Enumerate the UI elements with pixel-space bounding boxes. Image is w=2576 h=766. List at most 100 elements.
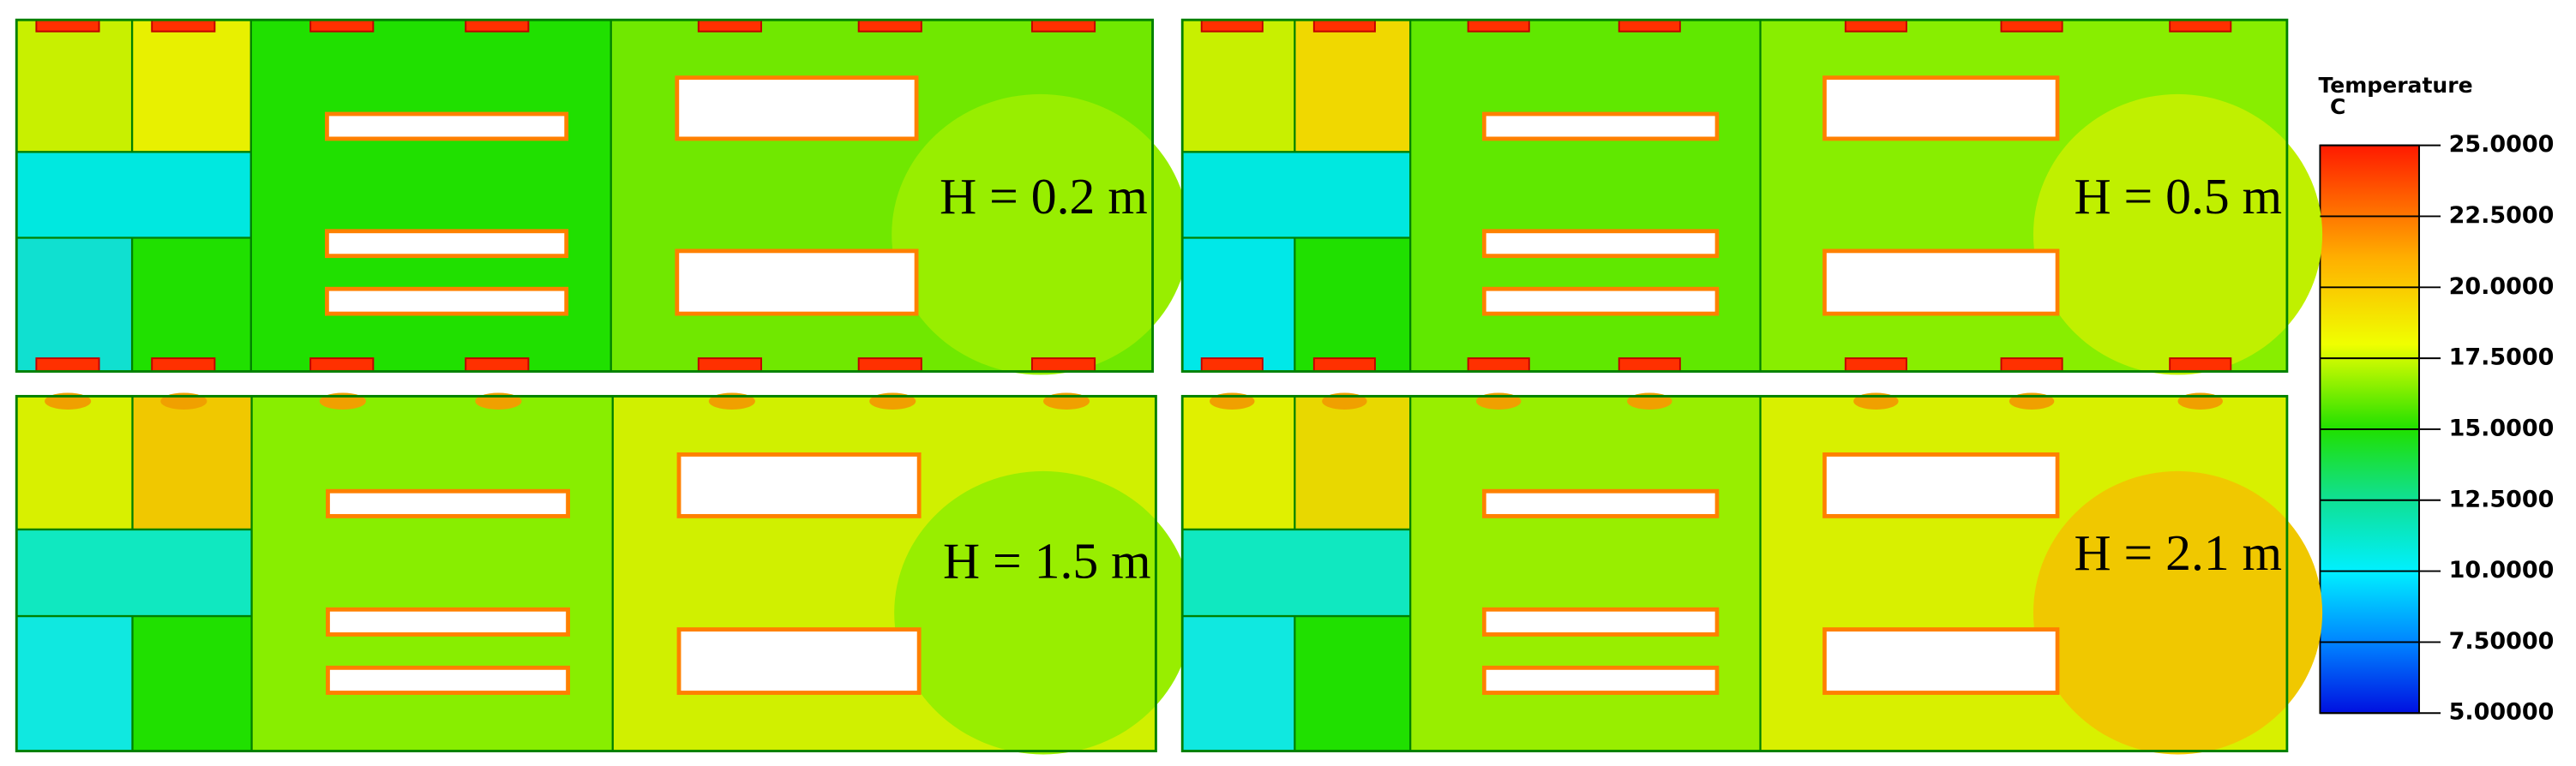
colorbar-tick-label: 10.0000: [2449, 557, 2555, 583]
panel-border: [1180, 394, 2289, 753]
heater: [309, 357, 375, 373]
panel-label: H = 0.2 m: [940, 168, 1148, 224]
heater: [857, 19, 922, 33]
room: [132, 396, 252, 530]
heater: [2000, 357, 2063, 373]
obstacle: [1822, 75, 2060, 141]
room: [1410, 20, 1761, 372]
heater: [1844, 19, 1907, 33]
room: [1294, 237, 1411, 372]
room: [251, 396, 613, 751]
room: [1294, 616, 1411, 751]
obstacle: [326, 665, 570, 695]
contour-panel: [15, 392, 1192, 755]
room: [16, 616, 133, 751]
panel-border: [15, 18, 1154, 373]
obstacle: [676, 627, 922, 695]
heater: [857, 357, 922, 373]
colorbar-tick-label: 17.5000: [2449, 344, 2555, 371]
obstacle: [1482, 229, 1720, 259]
obstacle: [1822, 627, 2060, 695]
heater: [35, 19, 100, 33]
panel-border: [1180, 18, 2289, 373]
heater: [309, 19, 375, 33]
room: [132, 20, 251, 153]
heater: [1467, 19, 1530, 33]
colorbar-tick-label: 20.0000: [2449, 273, 2555, 300]
obstacle: [676, 452, 922, 518]
heater: [151, 19, 216, 33]
room: [16, 20, 133, 153]
corridor: [16, 152, 251, 238]
obstacle: [675, 248, 919, 316]
heater: [151, 357, 216, 373]
panel-border: [15, 394, 1157, 753]
heater: [1312, 357, 1376, 373]
colorbar-tick-label: 25.0000: [2449, 131, 2555, 158]
room: [16, 237, 133, 372]
temperature-zone: [2033, 93, 2323, 375]
heater: [35, 357, 100, 373]
panel-label: H = 2.1 m: [2074, 524, 2282, 581]
colorbar-tick-label: 15.0000: [2449, 415, 2555, 441]
obstacle: [1482, 286, 1720, 316]
room: [1410, 396, 1761, 751]
colorbar-tick-label: 7.50000: [2449, 628, 2555, 655]
contour-panel: [15, 18, 1189, 375]
panel-label: H = 1.5 m: [943, 533, 1151, 589]
panel-label: H = 0.5 m: [2074, 168, 2282, 224]
obstacle: [324, 286, 569, 316]
heater: [1467, 357, 1530, 373]
room: [132, 616, 252, 751]
room: [250, 20, 611, 372]
obstacle: [1822, 452, 2060, 518]
obstacle: [1482, 607, 1720, 637]
legend-unit: C: [2330, 94, 2345, 119]
corridor: [1182, 529, 1411, 617]
room: [1182, 396, 1295, 530]
heater: [2000, 19, 2063, 33]
obstacle: [326, 488, 570, 518]
contour-panel: [1180, 18, 2323, 375]
heater: [1030, 19, 1096, 33]
heater: [1618, 357, 1681, 373]
obstacle: [324, 111, 569, 141]
heater: [1844, 357, 1907, 373]
heater: [1200, 19, 1264, 33]
temperature-zone: [894, 470, 1192, 755]
heater: [465, 19, 530, 33]
colorbar-tick-label: 12.5000: [2449, 486, 2555, 512]
room: [1182, 616, 1295, 751]
room: [1294, 396, 1411, 530]
heater: [697, 19, 762, 33]
room: [1294, 20, 1411, 153]
room: [1182, 20, 1295, 153]
legend-title: Temperature: [2319, 73, 2473, 98]
temperature-zone: [892, 93, 1189, 375]
obstacle: [1482, 111, 1720, 141]
room: [16, 396, 133, 530]
heater: [1618, 19, 1681, 33]
heater: [1312, 19, 1376, 33]
colorbar-tick-label: 22.5000: [2449, 202, 2555, 229]
heater: [465, 357, 530, 373]
obstacle: [675, 75, 919, 141]
obstacle: [326, 607, 570, 637]
temperature-zone: [2033, 470, 2323, 755]
heater: [1200, 357, 1264, 373]
obstacle: [1482, 665, 1720, 695]
corridor: [1182, 152, 1411, 238]
heater: [697, 357, 762, 373]
contour-panel: [1180, 392, 2323, 755]
corridor: [16, 529, 252, 617]
obstacle: [1822, 248, 2060, 316]
room: [132, 237, 251, 372]
heater: [1030, 357, 1096, 373]
room: [1182, 237, 1295, 372]
colorbar-tick-label: 5.00000: [2449, 699, 2555, 726]
heater: [2169, 19, 2232, 33]
obstacle: [324, 229, 569, 259]
heater: [2169, 357, 2232, 373]
